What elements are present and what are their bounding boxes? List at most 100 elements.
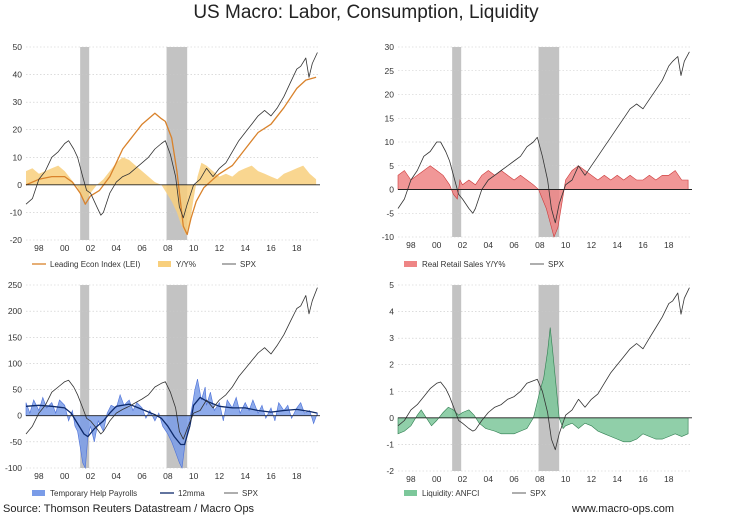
x-tick-label: 06 <box>137 471 147 481</box>
x-tick-label: 10 <box>189 243 199 253</box>
legend-swatch-real-retail-sales-y-y <box>404 261 417 267</box>
series-line-leading-econ-index-lei <box>25 76 317 236</box>
x-tick-label: 98 <box>406 240 416 250</box>
x-tick-label: 16 <box>638 474 648 484</box>
x-tick-label: 98 <box>406 474 416 484</box>
y-tick-label: 40 <box>13 70 23 80</box>
y-tick-label: 250 <box>8 280 22 290</box>
legend-label-spx: SPX <box>530 489 547 498</box>
legend-label-spx: SPX <box>242 489 259 498</box>
x-tick-label: 10 <box>561 474 571 484</box>
x-tick-label: 12 <box>215 243 225 253</box>
y-tick-label: 50 <box>13 385 23 395</box>
y-tick-label: 0 <box>17 411 22 421</box>
chart-panel-payrolls: 250 200 150 100 50 0 -50 -100 98 00 02 04 06 08 10 12 14… <box>5 280 320 498</box>
x-tick-label: 14 <box>612 240 622 250</box>
y-tick-label: 5 <box>389 280 394 290</box>
legend-label-12mma: 12mma <box>178 489 205 498</box>
source-note: Source: Thomson Reuters Datastream / Mac… <box>3 503 255 515</box>
x-tick-label: 10 <box>561 240 571 250</box>
legend-label-temporary-help-payrolls: Temporary Help Payrolls <box>50 489 137 498</box>
y-tick-label: 10 <box>385 137 395 147</box>
page-title: US Macro: Labor, Consumption, Liquidity <box>193 2 539 23</box>
y-tick-label: 100 <box>8 358 22 368</box>
x-tick-label: 12 <box>587 474 597 484</box>
legend-label-spx: SPX <box>240 260 257 269</box>
x-tick-label: 06 <box>509 474 519 484</box>
x-tick-label: 00 <box>60 471 70 481</box>
x-tick-label: 06 <box>137 243 147 253</box>
x-tick-label: 08 <box>163 243 173 253</box>
x-tick-label: 18 <box>292 243 302 253</box>
y-tick-label: 3 <box>389 333 394 343</box>
x-tick-label: 14 <box>240 243 250 253</box>
y-tick-label: -2 <box>386 466 394 476</box>
y-tick-label: -1 <box>386 439 394 449</box>
x-tick-label: 04 <box>112 243 122 253</box>
y-tick-label: -50 <box>10 437 23 447</box>
x-tick-label: 14 <box>240 471 250 481</box>
x-tick-label: 12 <box>587 240 597 250</box>
series-line-spx <box>25 287 318 440</box>
y-tick-label: 150 <box>8 332 22 342</box>
y-tick-label: 0 <box>17 180 22 190</box>
legend-label-leading-econ-index-lei: Leading Econ Index (LEI) <box>50 260 141 269</box>
y-tick-label: 5 <box>389 161 394 171</box>
series-line-spx <box>397 287 690 451</box>
x-tick-label: 16 <box>638 240 648 250</box>
y-tick-label: 20 <box>385 90 395 100</box>
y-tick-label: -10 <box>382 232 395 242</box>
x-tick-label: 98 <box>34 243 44 253</box>
x-tick-label: 08 <box>163 471 173 481</box>
recession-band-1 <box>452 47 462 237</box>
x-tick-label: 02 <box>458 474 468 484</box>
recession-band-1 <box>80 285 90 468</box>
legend-swatch-temporary-help-payrolls <box>32 490 45 496</box>
x-tick-label: 16 <box>266 471 276 481</box>
legend-label-liquidity-anfci: Liquidity: ANFCI <box>422 489 479 498</box>
y-tick-label: -100 <box>5 463 22 473</box>
x-tick-label: 14 <box>612 474 622 484</box>
y-tick-label: 0 <box>389 413 394 423</box>
series-line-12mma <box>25 396 318 446</box>
y-tick-label: -5 <box>386 208 394 218</box>
y-tick-label: 30 <box>385 42 395 52</box>
series-area-liquidity-anfci <box>397 327 689 443</box>
x-tick-label: 04 <box>112 471 122 481</box>
x-tick-label: 00 <box>60 243 70 253</box>
legend-swatch-y-y <box>158 261 171 267</box>
y-tick-label: 50 <box>13 42 23 52</box>
x-tick-label: 08 <box>535 474 545 484</box>
x-tick-label: 04 <box>484 240 494 250</box>
series-area-real-retail-sales-y-y <box>397 165 689 238</box>
recession-band-1 <box>452 285 462 471</box>
x-tick-label: 04 <box>484 474 494 484</box>
y-tick-label: -10 <box>10 207 23 217</box>
series-area-y-y <box>26 157 317 235</box>
y-tick-label: 2 <box>389 360 394 370</box>
y-tick-label: 25 <box>385 66 395 76</box>
chart-panel-retail: 30 25 20 15 10 5 0 -5 -10 98 00 02 04 06 08 10 12 14 16 18 R… <box>382 42 692 269</box>
website-note: www.macro-ops.com <box>572 503 675 515</box>
x-tick-label: 00 <box>432 474 442 484</box>
y-tick-label: 20 <box>13 125 23 135</box>
y-tick-label: 1 <box>389 386 394 396</box>
y-tick-label: 4 <box>389 307 394 317</box>
x-tick-label: 02 <box>86 471 96 481</box>
x-tick-label: 02 <box>86 243 96 253</box>
x-tick-label: 12 <box>215 471 225 481</box>
x-tick-label: 18 <box>664 474 674 484</box>
series-line-spx <box>397 51 690 224</box>
x-tick-label: 10 <box>189 471 199 481</box>
x-tick-label: 18 <box>664 240 674 250</box>
y-tick-label: -20 <box>10 235 23 245</box>
recession-band-1 <box>80 47 90 240</box>
x-tick-label: 18 <box>292 471 302 481</box>
legend-label-y-y: Y/Y% <box>176 260 196 269</box>
x-tick-label: 00 <box>432 240 442 250</box>
y-tick-label: 200 <box>8 306 22 316</box>
legend-label-real-retail-sales-y-y: Real Retail Sales Y/Y% <box>422 260 505 269</box>
x-tick-label: 02 <box>458 240 468 250</box>
